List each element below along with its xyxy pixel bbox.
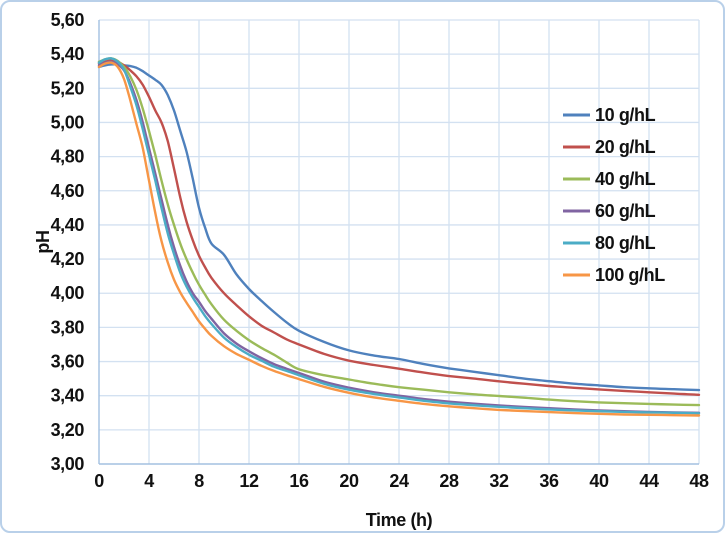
series-line-100-g-hl[interactable]	[97, 61, 701, 417]
legend-item-60-g-hl[interactable]: 60 g/hL	[563, 201, 656, 221]
legend: 10 g/hL 20 g/hL 40 g/hL 60 g/hL 80 g/hL 100 g…	[563, 105, 666, 285]
y-tick-label: 5,40	[51, 44, 85, 64]
axes	[98, 20, 699, 465]
series-line-20-g-hl[interactable]	[97, 58, 701, 396]
y-tick-label: 3,80	[51, 317, 85, 337]
x-tick-label: 40	[589, 471, 609, 491]
legend-item-80-g-hl[interactable]: 80 g/hL	[563, 233, 656, 253]
x-tick-labels: 0 4 8 12 16 20 24 28 32 36 40 44 48	[94, 471, 709, 491]
y-tick-label: 3,00	[51, 454, 85, 474]
y-tick-label: 4,80	[51, 147, 85, 167]
y-tick-label: 3,40	[51, 386, 85, 406]
legend-label: 20 g/hL	[595, 137, 656, 157]
y-tick-label: 4,60	[51, 181, 85, 201]
x-tick-label: 4	[144, 471, 154, 491]
y-tick-labels: 3,00 3,20 3,40 3,60 3,80 4,00 4,20 4,40 4,60 4,80…	[51, 10, 85, 474]
y-tick-label: 4,40	[51, 215, 85, 235]
y-tick-label: 4,20	[51, 249, 85, 269]
x-tick-label: 20	[339, 471, 359, 491]
y-tick-label: 5,20	[51, 78, 85, 98]
y-axis-title: pH	[33, 230, 53, 253]
series-line-80-g-hl[interactable]	[97, 57, 701, 415]
legend-item-40-g-hl[interactable]: 40 g/hL	[563, 169, 656, 189]
legend-label: 100 g/hL	[595, 265, 665, 285]
legend-label: 10 g/hL	[595, 105, 656, 125]
y-tick-label: 3,60	[51, 352, 85, 372]
y-tick-label: 5,00	[51, 112, 85, 132]
x-tick-label: 16	[289, 471, 309, 491]
series-lines	[97, 57, 701, 417]
y-tick-label: 3,20	[51, 420, 85, 440]
x-tick-label: 36	[539, 471, 559, 491]
x-tick-label: 44	[639, 471, 659, 491]
series-line-10-g-hl[interactable]	[97, 63, 701, 392]
x-tick-label: 48	[689, 471, 709, 491]
x-tick-label: 24	[389, 471, 409, 491]
legend-label: 80 g/hL	[595, 233, 656, 253]
legend-label: 40 g/hL	[595, 169, 656, 189]
legend-item-20-g-hl[interactable]: 20 g/hL	[563, 137, 656, 157]
y-tick-label: 5,60	[51, 10, 85, 30]
y-tick-label: 4,00	[51, 283, 85, 303]
x-axis-title: Time (h)	[366, 510, 433, 530]
x-tick-label: 28	[439, 471, 459, 491]
series-line-40-g-hl[interactable]	[97, 57, 701, 407]
x-tick-label: 32	[489, 471, 509, 491]
legend-item-100-g-hl[interactable]: 100 g/hL	[563, 265, 666, 285]
legend-item-10-g-hl[interactable]: 10 g/hL	[563, 105, 656, 125]
x-tick-label: 0	[94, 471, 104, 491]
legend-label: 60 g/hL	[595, 201, 656, 221]
x-tick-label: 8	[194, 471, 204, 491]
x-tick-label: 12	[239, 471, 259, 491]
